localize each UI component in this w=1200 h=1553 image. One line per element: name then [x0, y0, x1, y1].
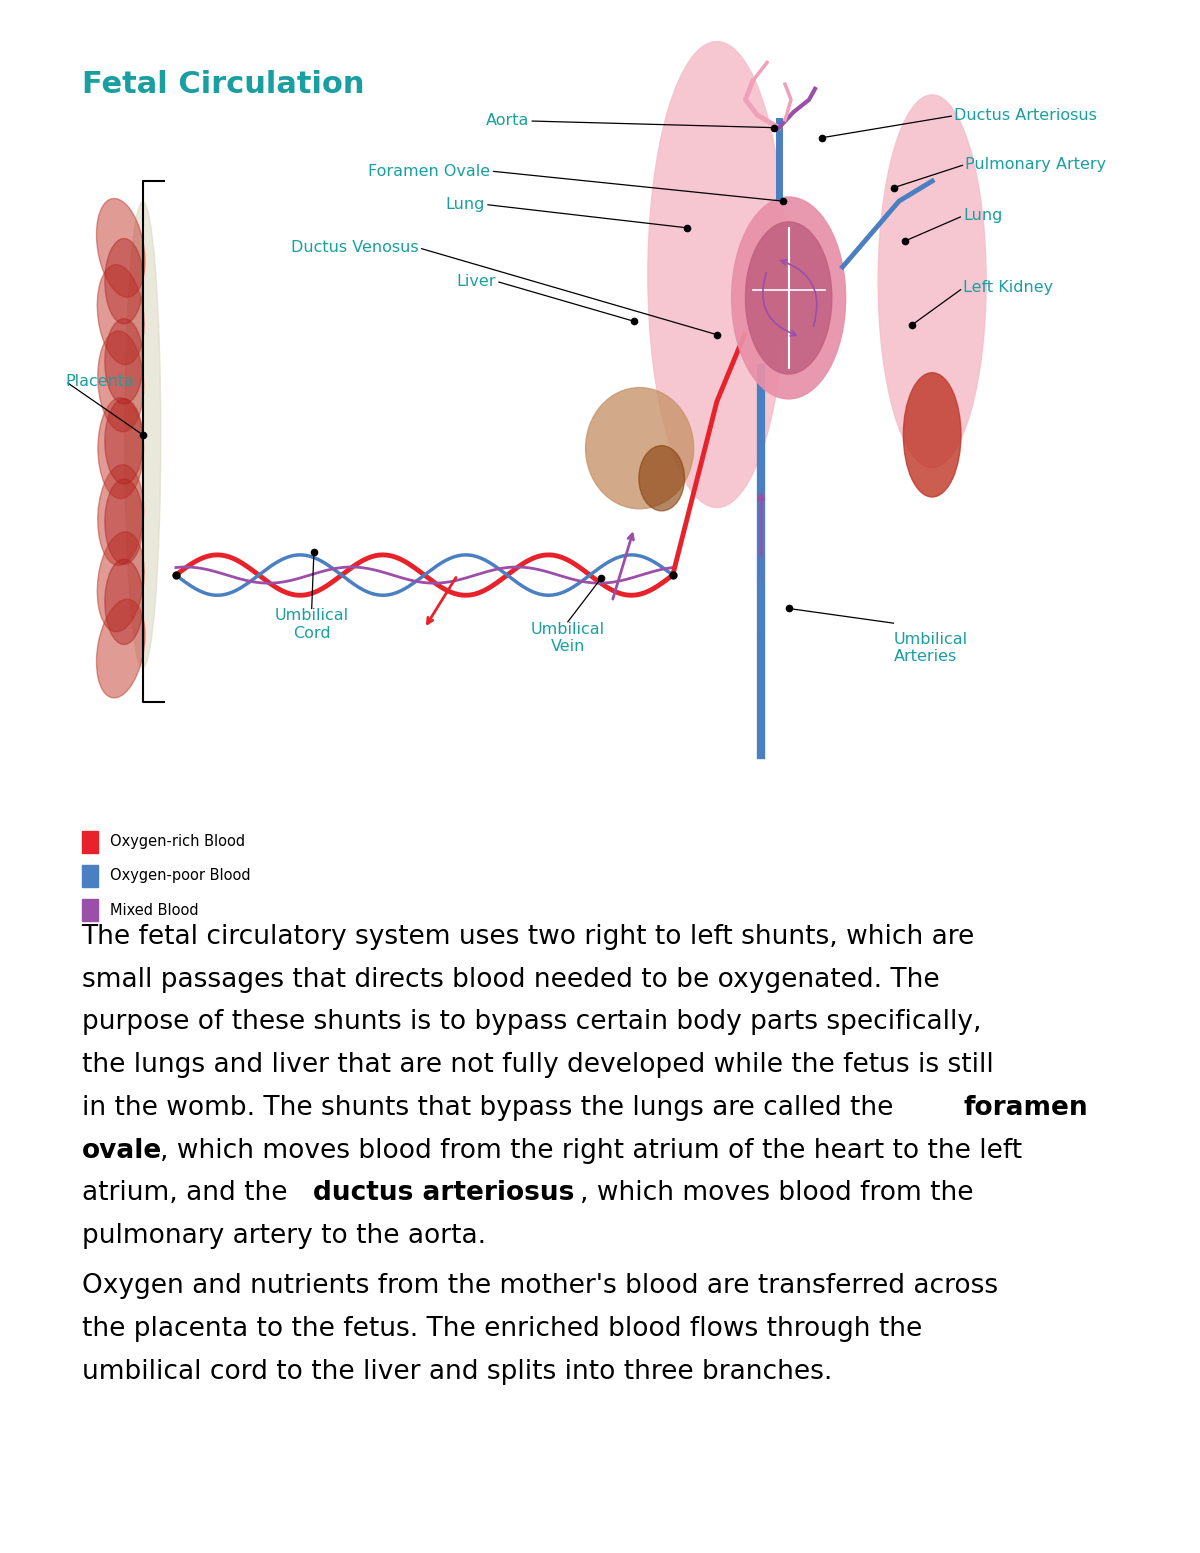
Text: pulmonary artery to the aorta.: pulmonary artery to the aorta. — [82, 1224, 486, 1249]
Ellipse shape — [586, 388, 694, 509]
Ellipse shape — [125, 202, 161, 668]
Text: Oxygen-rich Blood: Oxygen-rich Blood — [110, 834, 246, 849]
Text: atrium, and the: atrium, and the — [82, 1180, 295, 1207]
Text: ductus arteriosus: ductus arteriosus — [313, 1180, 575, 1207]
Ellipse shape — [96, 199, 145, 297]
Text: Left Kidney: Left Kidney — [964, 281, 1054, 295]
Ellipse shape — [904, 373, 961, 497]
Ellipse shape — [97, 531, 144, 632]
Text: The fetal circulatory system uses two right to left shunts, which are: The fetal circulatory system uses two ri… — [82, 924, 974, 950]
Text: Pulmonary Artery: Pulmonary Artery — [965, 157, 1106, 172]
Text: Oxygen and nutrients from the mother's blood are transferred across: Oxygen and nutrients from the mother's b… — [82, 1273, 997, 1300]
Text: ovale: ovale — [82, 1138, 162, 1163]
Text: small passages that directs blood needed to be oxygenated. The: small passages that directs blood needed… — [82, 966, 940, 992]
Text: Lung: Lung — [445, 197, 485, 211]
Bar — [82, 831, 98, 853]
Text: Umbilical
Vein: Umbilical Vein — [530, 621, 605, 654]
Text: Aorta: Aorta — [486, 113, 529, 129]
Text: Fetal Circulation: Fetal Circulation — [82, 70, 364, 99]
Text: Placenta: Placenta — [66, 374, 134, 388]
Text: Umbilical
Arteries: Umbilical Arteries — [894, 632, 967, 665]
Ellipse shape — [104, 239, 143, 325]
Ellipse shape — [97, 464, 144, 565]
Text: Mixed Blood: Mixed Blood — [110, 902, 199, 918]
Text: , which moves blood from the: , which moves blood from the — [580, 1180, 973, 1207]
Ellipse shape — [732, 197, 846, 399]
Text: in the womb. The shunts that bypass the lungs are called the: in the womb. The shunts that bypass the … — [82, 1095, 901, 1121]
Ellipse shape — [638, 446, 684, 511]
Ellipse shape — [104, 478, 143, 564]
Ellipse shape — [97, 264, 144, 365]
Ellipse shape — [104, 559, 143, 644]
Ellipse shape — [104, 399, 143, 485]
Text: Liver: Liver — [456, 273, 496, 289]
Ellipse shape — [648, 42, 786, 508]
Ellipse shape — [104, 318, 143, 404]
Text: the lungs and liver that are not fully developed while the fetus is still: the lungs and liver that are not fully d… — [82, 1053, 994, 1078]
Text: Oxygen-poor Blood: Oxygen-poor Blood — [110, 868, 251, 884]
Text: Ductus Arteriosus: Ductus Arteriosus — [954, 109, 1097, 123]
Ellipse shape — [97, 331, 144, 432]
Bar — [82, 899, 98, 921]
Text: the placenta to the fetus. The enriched blood flows through the: the placenta to the fetus. The enriched … — [82, 1317, 922, 1342]
Text: Ductus Venosus: Ductus Venosus — [292, 241, 419, 255]
Text: Lung: Lung — [964, 208, 1002, 224]
Text: Umbilical
Cord: Umbilical Cord — [275, 609, 349, 641]
Ellipse shape — [878, 95, 986, 467]
Text: purpose of these shunts is to bypass certain body parts specifically,: purpose of these shunts is to bypass cer… — [82, 1009, 982, 1036]
Text: Foramen Ovale: Foramen Ovale — [368, 163, 491, 179]
Ellipse shape — [96, 599, 145, 697]
Text: umbilical cord to the liver and splits into three branches.: umbilical cord to the liver and splits i… — [82, 1359, 832, 1385]
Text: foramen: foramen — [964, 1095, 1088, 1121]
Bar — [82, 865, 98, 887]
Text: , which moves blood from the right atrium of the heart to the left: , which moves blood from the right atriu… — [160, 1138, 1022, 1163]
Ellipse shape — [745, 222, 832, 374]
Ellipse shape — [98, 398, 144, 499]
